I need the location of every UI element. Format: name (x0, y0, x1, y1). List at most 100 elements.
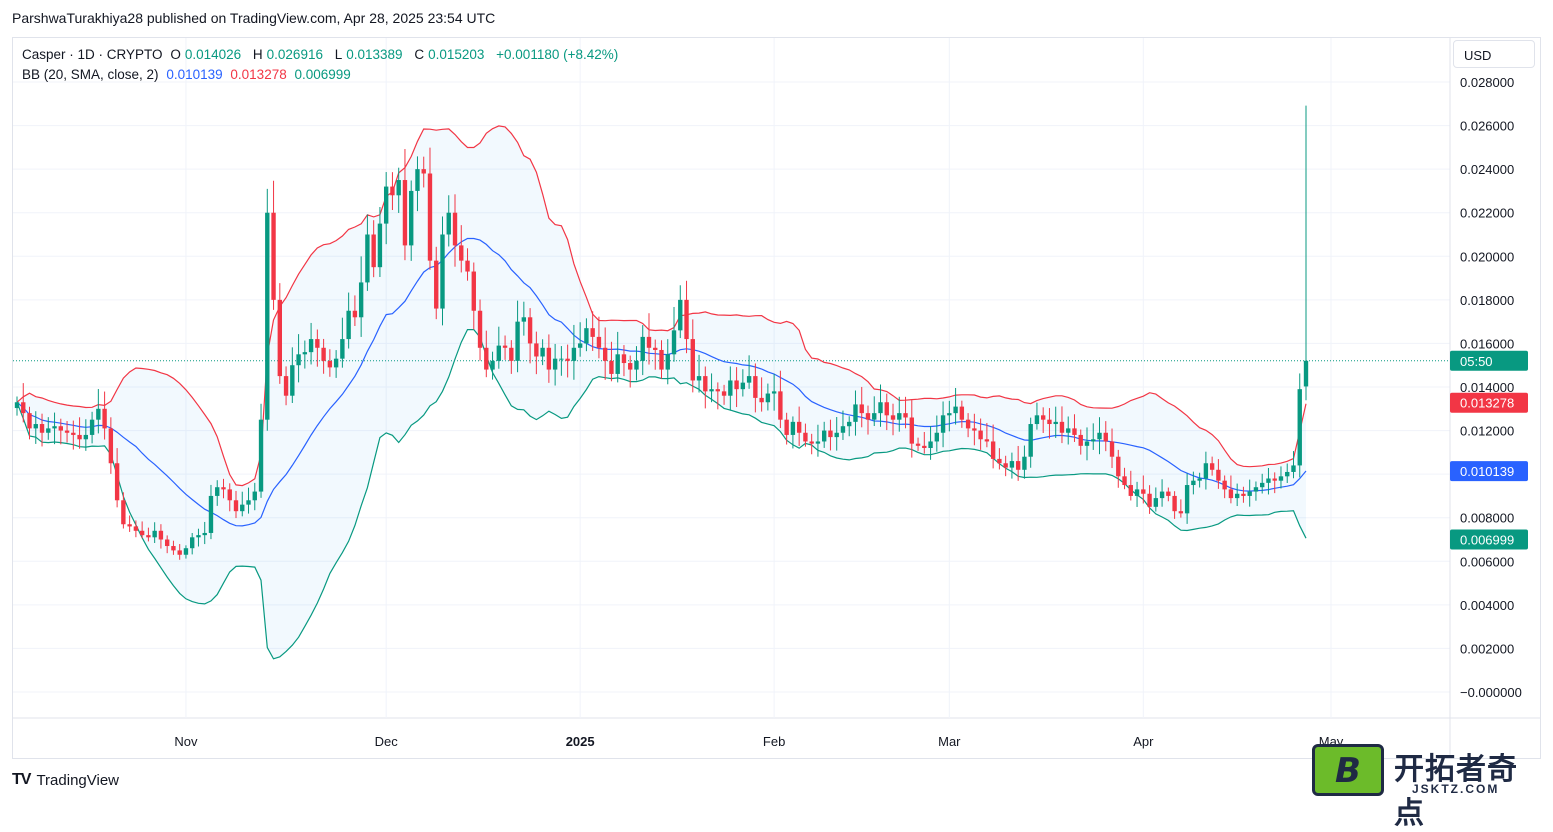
candle-body (402, 180, 408, 246)
candle-body (1222, 480, 1227, 490)
candle-body (390, 186, 395, 196)
candle-body (1159, 491, 1165, 499)
candle-body (1247, 491, 1252, 496)
candle-body (296, 354, 301, 366)
candle-body (965, 419, 971, 429)
candle-body (1053, 421, 1058, 425)
candle-body (233, 500, 239, 512)
candle-body (427, 173, 433, 261)
high-value: 0.026916 (266, 47, 323, 62)
candle-body (840, 426, 846, 433)
candle-body (1059, 421, 1065, 433)
price-chart[interactable]: 0.028000 0.026000 0.024000 0.022000 0.020000… (0, 0, 1553, 803)
candle-body (1134, 489, 1140, 496)
candle-body (33, 424, 38, 429)
candle-body (534, 343, 539, 357)
x-tick-label: Feb (763, 734, 785, 749)
candle-body (446, 212, 451, 235)
candle-body (71, 432, 76, 435)
candle-body (953, 406, 958, 414)
candle-body (1078, 434, 1083, 446)
currency-button[interactable]: USD (1453, 40, 1535, 68)
candle-body (552, 358, 558, 370)
candle-body (121, 500, 126, 525)
candle-body (1272, 478, 1277, 481)
candle-body (740, 382, 746, 390)
candle-body (1028, 424, 1033, 457)
candle-body (1128, 485, 1133, 496)
candle-body (434, 260, 439, 309)
candle-body (158, 530, 164, 540)
candle-body (58, 426, 63, 431)
symbol-label[interactable]: Casper · 1D · CRYPTO (22, 47, 163, 62)
candle-body (352, 310, 358, 318)
candle-body (1203, 463, 1209, 479)
candle-body (834, 432, 839, 438)
candle-body (928, 441, 933, 448)
candle-body (959, 406, 965, 420)
candle-body (796, 421, 802, 433)
candle-body (1197, 478, 1202, 481)
bollinger-bands (16, 125, 1307, 660)
y-tick-label: 0.020000 (1460, 249, 1514, 264)
candle-body (821, 430, 827, 442)
candle-body (859, 404, 864, 414)
candle-body (571, 347, 577, 361)
candle-body (83, 434, 89, 440)
candle-body (127, 524, 132, 527)
bb-label[interactable]: BB (20, SMA, close, 2) (22, 67, 159, 82)
candle-body (89, 419, 95, 435)
candle-body (746, 376, 752, 383)
bb-upper-line (16, 125, 1307, 487)
candle-body (1097, 432, 1102, 440)
candle-body (1278, 476, 1284, 481)
candle-body (396, 180, 401, 196)
candle-body (171, 546, 176, 551)
candle-body (715, 389, 721, 392)
candle-body (1103, 432, 1108, 442)
candle-body (321, 347, 326, 361)
price-tag-bg (1450, 529, 1528, 550)
candle-body (678, 299, 683, 331)
candle-body (759, 397, 764, 403)
candle-body (709, 389, 714, 392)
candle-body (308, 339, 314, 353)
candle-body (1184, 485, 1190, 514)
candle-body (1191, 480, 1196, 486)
candle-body (703, 376, 708, 392)
candle-body (365, 234, 370, 283)
candle-body (346, 310, 351, 340)
price-axis: 0.028000 0.026000 0.024000 0.022000 0.020000… (1460, 75, 1522, 700)
candle-body (1297, 389, 1302, 466)
candle-body (621, 354, 627, 364)
watermark-badge-icon: B (1312, 744, 1384, 796)
candle-body (227, 489, 232, 501)
candle-body (527, 317, 533, 344)
candle-body (196, 535, 201, 538)
candle-body (1285, 471, 1290, 477)
candle-body (771, 391, 777, 394)
candle-body (565, 358, 570, 361)
tradingview-logo[interactable]: TV TradingView (12, 771, 119, 789)
candle-body (903, 413, 908, 418)
watermark-logo: B 开拓者奇点 JSKTZ.COM (1312, 742, 1548, 831)
candle-body (590, 328, 595, 337)
bb-basis-value: 0.010139 (166, 67, 223, 82)
bb-row: BB (20, SMA, close, 2) 0.010139 0.013278… (22, 65, 622, 85)
candle-body (1166, 491, 1171, 496)
candle-body (421, 169, 426, 174)
candles (14, 105, 1309, 560)
candle-body (409, 190, 414, 246)
x-tick-label: Mar (938, 734, 961, 749)
candle-body (1291, 465, 1296, 472)
candle-body (1003, 463, 1008, 468)
chart-pane[interactable] (12, 37, 1541, 759)
candle-body (1015, 461, 1021, 470)
candle-body (972, 428, 977, 431)
candle-body (302, 352, 308, 355)
candle-body (484, 347, 489, 370)
bb-upper-value: 0.013278 (230, 67, 287, 82)
candle-body (164, 539, 170, 547)
candle-body (246, 500, 251, 505)
candle-body (277, 299, 282, 377)
